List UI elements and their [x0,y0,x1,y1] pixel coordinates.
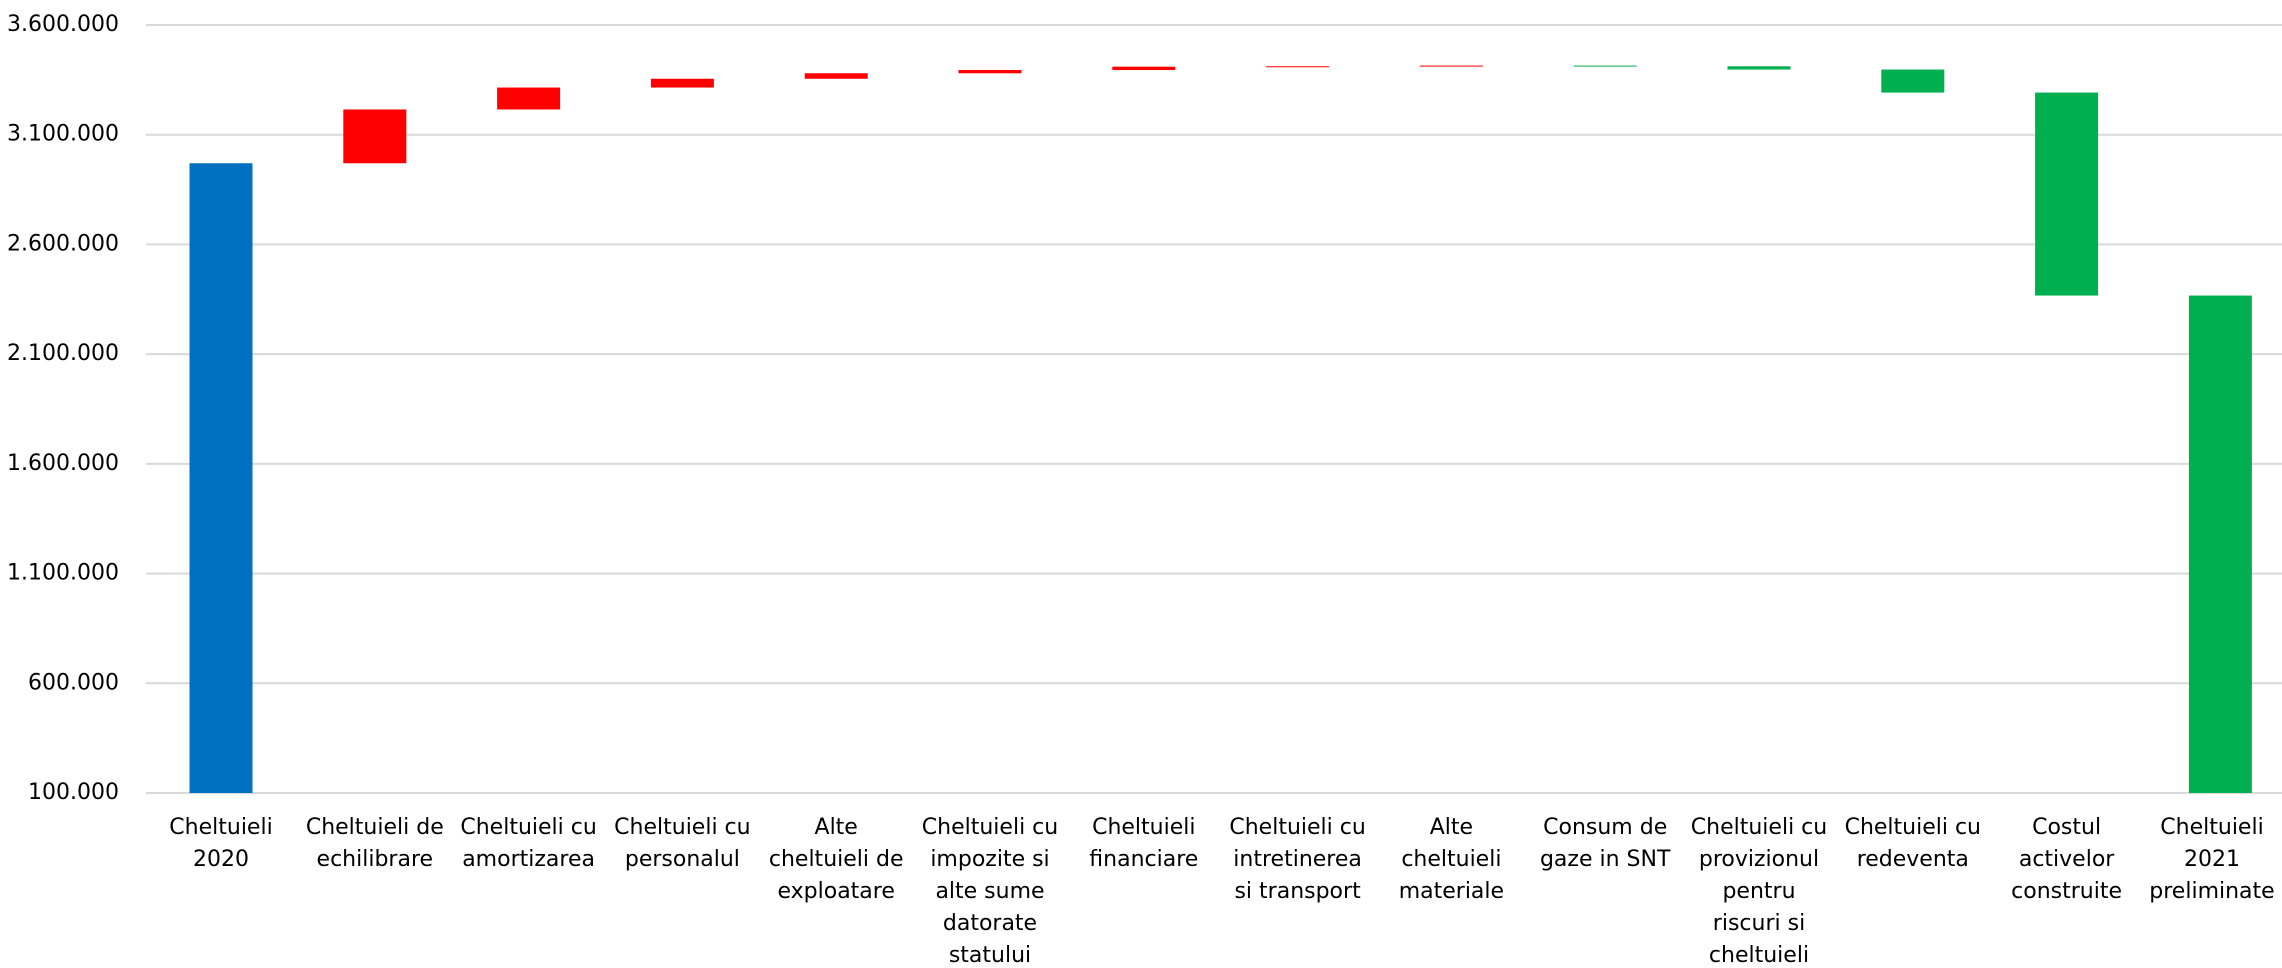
x-tick-label: Cheltuieli cu impozite si alte sume dato… [921,815,1059,968]
x-tick-label: Cheltuieli de echilibrare [305,815,444,872]
y-tick-label: 2.100.000 [7,341,119,366]
bar [2188,295,2252,793]
y-tick-label: 3.100.000 [7,122,119,147]
x-tick-label: Consum de gaze in SNT [1539,815,1671,872]
x-tick-label: Cheltuieli cu intretinerea si transport [1229,815,1366,904]
y-tick-label: 1.600.000 [7,451,119,476]
bar [343,109,407,164]
bar [1727,66,1791,70]
y-tick-label: 100.000 [28,780,119,805]
y-tick-label: 1.100.000 [7,561,119,586]
bar [1266,66,1330,68]
bar [1881,69,1945,93]
y-tick-label: 600.000 [28,670,119,695]
x-tick-label: Cheltuieli cu provizionul pentru riscuri… [1690,815,1828,968]
bar [804,73,868,79]
bar [1112,66,1176,70]
x-tick-label: Cheltuieli financiare [1089,815,1199,872]
x-tick-label: Alte cheltuieli materiale [1398,815,1505,904]
bar [1573,65,1637,67]
bar [1419,65,1483,67]
x-tick-label: Cheltuieli 2021 preliminate [2149,815,2275,904]
x-tick-label: Cheltuieli cu redeventa [1844,815,1982,872]
x-tick-label: Cheltuieli cu personalul [614,815,751,872]
x-tick-label: Cheltuieli 2020 [169,815,273,872]
y-tick-label: 2.600.000 [7,231,119,256]
x-tick-label: Costul activelor construite [2011,815,2123,904]
y-tick-label: 3.600.000 [7,12,119,37]
bar [2035,92,2099,296]
bar [497,87,561,110]
x-tick-label: Alte cheltuieli de exploatare [768,815,904,904]
x-tick-label: Cheltuieli cu amortizarea [460,815,597,872]
bar [189,163,253,794]
bar [650,78,714,88]
bar [958,69,1022,74]
